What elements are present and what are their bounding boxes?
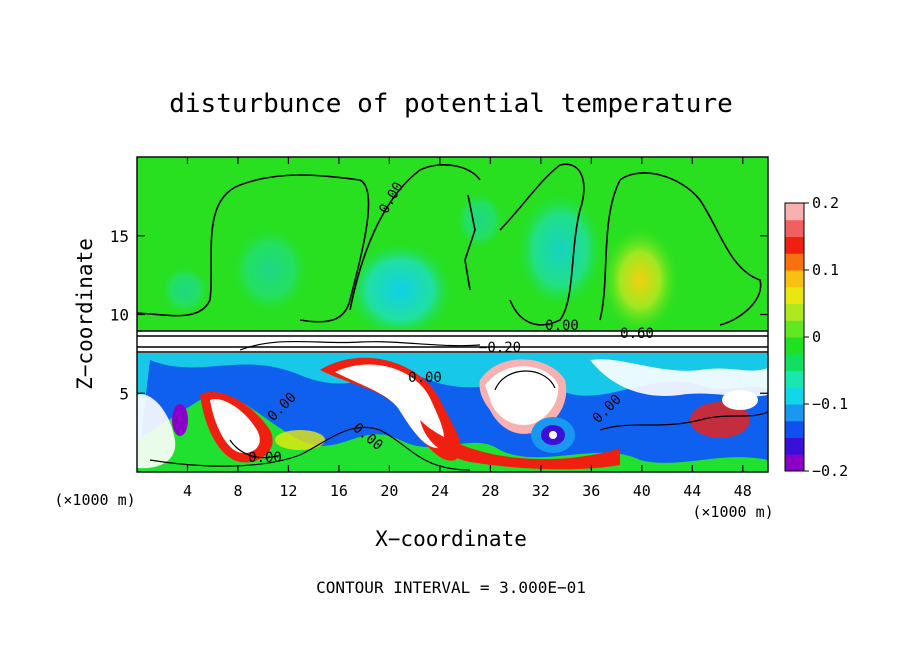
- x-axis: 4 8 12 16 20 24 28 32 36 40 44 48: [183, 157, 752, 500]
- x-tick-label: 24: [431, 482, 449, 500]
- x-tick-label: 40: [633, 482, 651, 500]
- colorbar-tick-label: 0.1: [812, 261, 839, 279]
- contour-label: 0.60: [620, 326, 654, 342]
- colorbar-segment: [785, 270, 804, 288]
- x-tick-label: 12: [279, 482, 297, 500]
- colorbar-segment: [785, 353, 804, 371]
- x-tick-label: 36: [582, 482, 600, 500]
- x-tick-label: 20: [380, 482, 398, 500]
- colorbar-segment: [785, 454, 804, 472]
- y-axis: 5 10 15: [110, 227, 768, 403]
- x-tick-label: 4: [183, 482, 192, 500]
- x-tick-label: 28: [481, 482, 499, 500]
- y-axis-label: Z−coordinate: [73, 238, 97, 390]
- x-tick-label: 44: [683, 482, 701, 500]
- chart-title: disturbunce of potential temperature: [169, 89, 733, 119]
- colorbar-segment: [785, 370, 804, 388]
- y-tick-label: 10: [110, 306, 129, 325]
- colorbar-segment: [785, 286, 804, 304]
- x-unit-left: (×1000 m): [54, 491, 135, 509]
- contour-label: 0.00: [248, 450, 282, 466]
- colorbar-segment: [785, 253, 804, 271]
- colorbar-segment: [785, 387, 804, 405]
- colorbar-segment: [785, 219, 804, 237]
- contour-label: 0.00: [408, 370, 442, 386]
- colorbar-tick-label: −0.2: [812, 462, 848, 480]
- colorbar: 0.2 0.1 0 −0.1 −0.2: [784, 194, 848, 480]
- colorbar-segment: [785, 320, 804, 338]
- x-unit-right: (×1000 m): [692, 503, 773, 521]
- contour-label: 0.00: [545, 318, 579, 334]
- x-axis-label: X−coordinate: [375, 527, 527, 551]
- colorbar-segment: [785, 404, 804, 422]
- colorbar-segment: [785, 437, 804, 455]
- colorbar-tick-label: 0: [812, 328, 821, 346]
- contour-interval-annotation: CONTOUR INTERVAL = 3.000E−01: [316, 578, 586, 597]
- colorbar-tick-label: 0.2: [812, 194, 839, 212]
- colorbar-segment: [785, 203, 804, 221]
- x-tick-label: 32: [532, 482, 550, 500]
- colorbar-segment: [785, 420, 804, 438]
- contour-label: −0.20: [479, 340, 521, 356]
- colorbar-segment: [785, 303, 804, 321]
- colorbar-segment: [785, 337, 804, 355]
- colorbar-tick-label: −0.1: [812, 395, 848, 413]
- x-tick-label: 8: [233, 482, 242, 500]
- y-tick-label: 15: [110, 227, 129, 246]
- field-layer: [137, 157, 768, 472]
- x-tick-label: 48: [734, 482, 752, 500]
- x-tick-label: 16: [330, 482, 348, 500]
- colorbar-segment: [785, 236, 804, 254]
- y-tick-label: 5: [119, 384, 129, 403]
